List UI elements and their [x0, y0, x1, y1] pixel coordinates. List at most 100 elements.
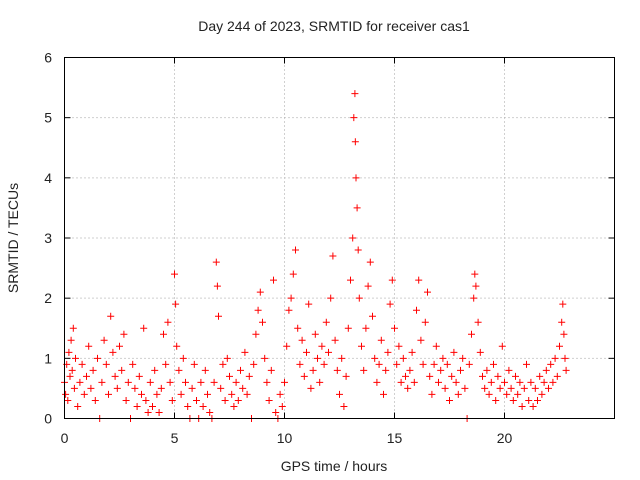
data-point-marker: [74, 402, 82, 410]
data-point-marker: [140, 324, 148, 332]
data-point-marker: [542, 366, 550, 374]
data-point-marker: [105, 390, 112, 398]
data-point-marker: [72, 354, 79, 362]
x-tick-label: 5: [171, 430, 179, 446]
data-point-marker: [305, 300, 313, 308]
data-point-marker: [351, 90, 359, 98]
data-point-marker: [118, 366, 126, 374]
data-point-marker: [471, 270, 479, 278]
data-point-marker: [426, 372, 434, 380]
data-point-marker: [234, 396, 242, 404]
y-tick-label: 5: [44, 110, 52, 126]
data-point-marker: [514, 390, 522, 398]
data-point-marker: [494, 372, 502, 380]
data-points: [61, 90, 570, 422]
y-tick-label: 0: [44, 411, 52, 427]
data-point-marker: [87, 384, 95, 392]
data-point-marker: [358, 342, 365, 350]
data-point-marker: [338, 354, 346, 362]
data-point-marker: [256, 288, 264, 296]
data-point-marker: [177, 390, 185, 398]
data-point-marker: [267, 366, 275, 374]
data-point-marker: [254, 306, 262, 314]
y-tick-label: 3: [44, 230, 52, 246]
data-point-marker: [281, 378, 288, 386]
data-point-marker: [509, 396, 517, 404]
data-point-marker: [520, 384, 528, 392]
data-point-marker: [149, 402, 156, 410]
data-point-marker: [80, 390, 88, 398]
data-point-marker: [512, 372, 519, 380]
data-point-marker: [91, 396, 99, 404]
data-point-marker: [243, 390, 251, 398]
data-point-marker: [384, 348, 392, 356]
data-point-marker: [402, 372, 409, 380]
data-point-marker: [461, 384, 469, 392]
data-point-marker: [523, 360, 530, 368]
data-point-marker: [204, 390, 211, 398]
data-point-marker: [353, 204, 361, 212]
data-point-marker: [336, 390, 343, 398]
data-point-marker: [419, 360, 427, 368]
data-point-marker: [560, 330, 568, 338]
y-axis-label: SRMTID / TECUs: [5, 183, 21, 293]
data-point-marker: [213, 282, 221, 290]
data-point-marker: [417, 336, 425, 344]
data-point-marker: [263, 378, 271, 386]
data-point-marker: [525, 396, 533, 404]
data-point-marker: [100, 336, 108, 344]
data-point-marker: [241, 348, 249, 356]
data-point-marker: [386, 300, 394, 308]
data-point-marker: [556, 342, 563, 350]
data-point-marker: [292, 246, 299, 254]
data-point-marker: [391, 324, 398, 332]
data-point-marker: [397, 378, 405, 386]
data-point-marker: [250, 360, 258, 368]
data-point-marker: [503, 390, 511, 398]
data-point-marker: [68, 366, 76, 374]
y-tick-label: 6: [44, 50, 52, 66]
data-point-marker: [85, 342, 93, 350]
data-point-marker: [230, 402, 238, 410]
data-point-marker: [107, 312, 115, 320]
data-point-marker: [534, 396, 541, 404]
data-point-marker: [529, 402, 537, 410]
data-point-marker: [153, 390, 161, 398]
data-point-marker: [349, 234, 357, 242]
x-axis-label: GPS time / hours: [281, 458, 388, 474]
data-point-marker: [116, 342, 123, 350]
data-point-marker: [64, 396, 72, 404]
data-point-marker: [545, 384, 552, 392]
data-point-marker: [113, 384, 121, 392]
data-point-marker: [98, 378, 106, 386]
data-point-marker: [531, 384, 539, 392]
data-point-marker: [432, 342, 440, 350]
data-point-marker: [369, 312, 376, 320]
data-point-marker: [331, 336, 339, 344]
data-point-marker: [399, 354, 407, 362]
data-point-marker: [307, 384, 315, 392]
data-point-marker: [272, 408, 280, 416]
data-point-marker: [287, 294, 295, 302]
data-point-marker: [285, 306, 293, 314]
data-point-marker: [175, 366, 183, 374]
data-point-marker: [516, 378, 524, 386]
data-point-marker: [350, 114, 358, 122]
data-point-marker: [366, 258, 374, 266]
data-point-marker: [559, 300, 567, 308]
data-point-marker: [549, 378, 557, 386]
data-point-marker: [459, 354, 467, 362]
data-point-marker: [171, 270, 178, 278]
data-point-marker: [344, 324, 352, 332]
data-point-marker: [347, 276, 354, 284]
data-point-marker: [259, 318, 266, 326]
data-point-marker: [507, 384, 515, 392]
data-point-marker: [69, 324, 77, 332]
data-point-marker: [162, 360, 170, 368]
data-point-marker: [129, 360, 137, 368]
data-point-marker: [470, 294, 478, 302]
y-tick-label: 2: [44, 290, 52, 306]
data-point-marker: [111, 372, 119, 380]
data-point-marker: [94, 354, 101, 362]
